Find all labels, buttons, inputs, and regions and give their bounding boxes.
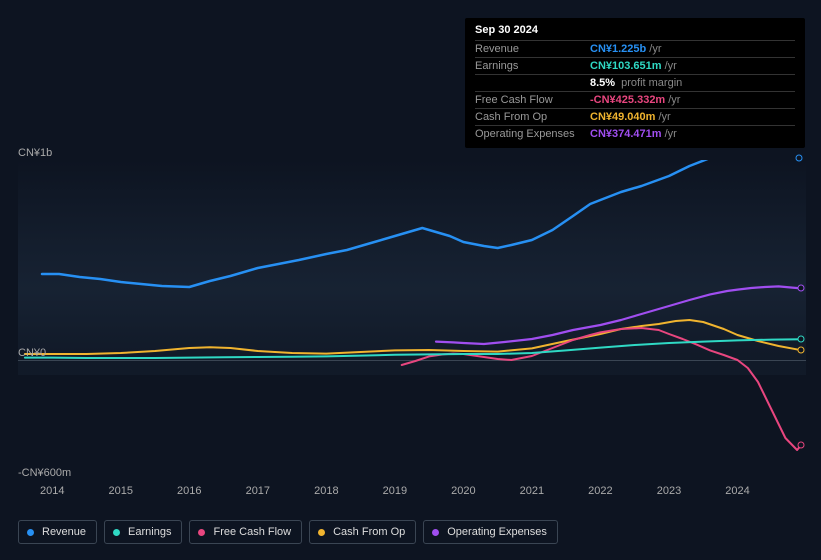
- tooltip-rows: RevenueCN¥1.225b/yrEarningsCN¥103.651m/y…: [475, 40, 795, 142]
- x-tick-label: 2024: [725, 485, 749, 497]
- tooltip-value: -CN¥425.332m/yr: [590, 94, 795, 106]
- line-chart[interactable]: CN¥1bCN¥0-CN¥600m: [18, 160, 806, 480]
- endpoint-fcf: [798, 442, 805, 449]
- tooltip-label: Revenue: [475, 43, 590, 55]
- legend-swatch: [113, 529, 120, 536]
- legend-item[interactable]: Revenue: [18, 520, 97, 544]
- endpoint-revenue: [796, 155, 803, 162]
- endpoint-earnings: [798, 336, 805, 343]
- tooltip-row: Operating ExpensesCN¥374.471m/yr: [475, 125, 795, 142]
- tooltip-label: [475, 77, 590, 89]
- tooltip-row: 8.5% profit margin: [475, 74, 795, 91]
- endpoint-cfo: [798, 347, 805, 354]
- x-tick-label: 2019: [383, 485, 407, 497]
- x-tick-label: 2022: [588, 485, 612, 497]
- y-tick-label: CN¥0: [18, 347, 46, 359]
- tooltip-value: CN¥103.651m/yr: [590, 60, 795, 72]
- legend-item[interactable]: Free Cash Flow: [189, 520, 302, 544]
- x-tick-label: 2017: [246, 485, 270, 497]
- tooltip-row: EarningsCN¥103.651m/yr: [475, 57, 795, 74]
- tooltip-date: Sep 30 2024: [475, 24, 795, 40]
- legend-swatch: [198, 529, 205, 536]
- tooltip-row: Free Cash Flow-CN¥425.332m/yr: [475, 91, 795, 108]
- x-tick-label: 2018: [314, 485, 338, 497]
- tooltip-label: Cash From Op: [475, 111, 590, 123]
- legend-label: Free Cash Flow: [213, 526, 291, 538]
- tooltip-value: CN¥49.040m/yr: [590, 111, 795, 123]
- tooltip-row: RevenueCN¥1.225b/yr: [475, 40, 795, 57]
- tooltip-value: CN¥1.225b/yr: [590, 43, 795, 55]
- tooltip-label: Operating Expenses: [475, 128, 590, 140]
- legend-swatch: [318, 529, 325, 536]
- chart-lines: [18, 160, 806, 480]
- series-revenue: [42, 160, 799, 287]
- tooltip-value: CN¥374.471m/yr: [590, 128, 795, 140]
- tooltip-row: Cash From OpCN¥49.040m/yr: [475, 108, 795, 125]
- chart-tooltip: Sep 30 2024 RevenueCN¥1.225b/yrEarningsC…: [465, 18, 805, 148]
- legend-swatch: [27, 529, 34, 536]
- legend-swatch: [432, 529, 439, 536]
- x-tick-label: 2023: [657, 485, 681, 497]
- legend-label: Cash From Op: [333, 526, 405, 538]
- endpoint-opex: [798, 285, 805, 292]
- x-tick-label: 2014: [40, 485, 64, 497]
- y-tick-label: CN¥1b: [18, 147, 52, 159]
- x-tick-label: 2016: [177, 485, 201, 497]
- legend-label: Operating Expenses: [447, 526, 547, 538]
- legend-label: Revenue: [42, 526, 86, 538]
- series-fcf: [402, 328, 802, 450]
- legend-item[interactable]: Operating Expenses: [423, 520, 558, 544]
- series-cfo: [25, 320, 801, 354]
- tooltip-label: Earnings: [475, 60, 590, 72]
- y-tick-label: -CN¥600m: [18, 467, 71, 479]
- legend-item[interactable]: Cash From Op: [309, 520, 416, 544]
- legend-item[interactable]: Earnings: [104, 520, 182, 544]
- series-opex: [436, 286, 801, 344]
- x-tick-label: 2020: [451, 485, 475, 497]
- tooltip-value: 8.5% profit margin: [590, 77, 795, 89]
- x-axis: 2014 2015 2016 2017 2018 2019 2020 2021 2022 2023…: [18, 485, 806, 501]
- x-tick-label: 2015: [109, 485, 133, 497]
- legend-label: Earnings: [128, 526, 171, 538]
- legend: Revenue Earnings Free Cash Flow Cash From O…: [18, 520, 558, 544]
- series-earnings: [25, 339, 801, 358]
- tooltip-label: Free Cash Flow: [475, 94, 590, 106]
- x-tick-label: 2021: [520, 485, 544, 497]
